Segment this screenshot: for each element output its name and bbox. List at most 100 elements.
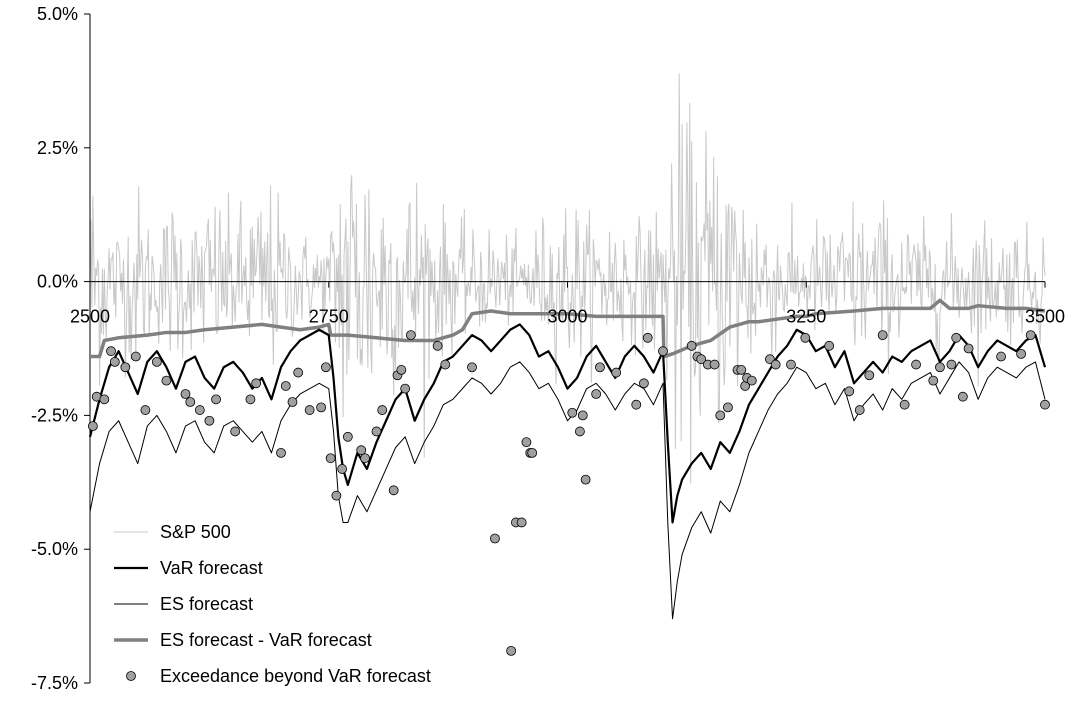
exceedance-point — [709, 359, 720, 370]
exceedance-point — [276, 447, 286, 458]
exceedance-point — [371, 426, 382, 437]
exceedance-point — [639, 378, 649, 389]
exceedance-point — [342, 431, 353, 442]
exceedance-point — [360, 453, 370, 464]
exceedance-point — [595, 362, 605, 373]
exceedance-point — [211, 394, 221, 405]
exceedance-point — [287, 397, 298, 407]
exceedance-point — [567, 407, 578, 418]
exceedance-point — [400, 383, 411, 394]
y-tick-label: 2.5% — [37, 138, 78, 158]
exceedance-point — [899, 399, 910, 410]
exceedance-point — [575, 426, 585, 437]
legend-label: ES forecast — [160, 594, 253, 614]
exceedance-point — [928, 375, 939, 386]
exceedance-point — [356, 445, 367, 456]
exceedance-point — [151, 356, 162, 367]
exceedance-point — [631, 399, 642, 410]
legend-swatch — [126, 671, 136, 681]
y-tick-label: 0.0% — [37, 272, 78, 292]
exceedance-point — [204, 415, 215, 426]
exceedance-point — [800, 332, 811, 343]
exceedance-point — [251, 378, 262, 389]
exceedance-point — [293, 367, 304, 378]
y-tick-label: -5.0% — [31, 539, 78, 559]
exceedance-point — [490, 533, 500, 544]
legend: S&P 500 VaR forecast ES forecast ES forecas… — [114, 522, 431, 686]
exceedance-point — [946, 359, 957, 370]
exceedance-point — [686, 340, 697, 351]
var-forecast-line — [88, 323, 1047, 524]
sp500-line — [89, 73, 1046, 484]
axes — [84, 13, 1046, 684]
exceedance-point — [405, 330, 416, 341]
exceedance-point — [854, 405, 865, 415]
exceedance-point — [1040, 399, 1050, 410]
exceedance-point — [130, 351, 141, 362]
es-var-spread-line — [90, 298, 1046, 359]
es-var-spread-series — [90, 298, 1046, 359]
legend-item: ES forecast — [114, 594, 253, 614]
exceedance-point — [467, 362, 477, 373]
y-tick-label: -2.5% — [31, 405, 78, 425]
legend-item: ES forecast - VaR forecast — [114, 630, 372, 650]
exceedance-point — [396, 365, 407, 375]
x-tick-label: 3500 — [1025, 307, 1065, 327]
exceedance-point — [320, 362, 331, 373]
exceedance-point — [957, 391, 968, 402]
exceedance-point — [611, 367, 622, 378]
exceedance-point — [280, 381, 291, 391]
exceedance-point — [440, 359, 451, 370]
exceedance-point — [864, 370, 875, 381]
exceedance-point — [696, 354, 707, 365]
exceedance-point — [591, 389, 602, 399]
exceedance-point — [996, 351, 1006, 362]
exceedance-point — [506, 645, 517, 656]
exceedance-point — [1025, 330, 1036, 341]
exceedance-point — [580, 474, 591, 485]
legend-label: S&P 500 — [160, 522, 231, 542]
exceedance-point — [723, 402, 733, 413]
y-tick-label: 5.0% — [37, 4, 78, 24]
exceedance-point — [185, 397, 196, 407]
exceedance-point — [658, 346, 668, 357]
exceedance-point — [527, 447, 538, 458]
exceedance-point — [161, 375, 172, 386]
exceedance-point — [120, 362, 131, 373]
exceedance-point — [935, 362, 945, 373]
exceedance-point — [337, 464, 348, 474]
legend-label: ES forecast - VaR forecast — [160, 630, 372, 650]
x-tick-label: 2750 — [309, 307, 349, 327]
legend-item: VaR forecast — [114, 558, 263, 578]
x-tick-label: 3250 — [786, 307, 826, 327]
legend-label: Exceedance beyond VaR forecast — [160, 666, 431, 686]
exceedance-point — [432, 340, 443, 351]
exceedance-point — [844, 386, 855, 397]
exceedance-point — [786, 359, 796, 370]
exceedance-point — [388, 485, 399, 496]
exceedance-point — [877, 330, 888, 341]
tick-labels: 5.0% 2.5% 0.0% -2.5% -5.0% -7.5% 2500 2750 3000 3… — [31, 4, 1065, 693]
exceedance-point — [304, 405, 315, 415]
legend-item: Exceedance beyond VaR forecast — [126, 666, 431, 686]
x-tick-label: 3000 — [547, 307, 587, 327]
exceedance-point — [516, 517, 527, 528]
exceedance-point — [87, 421, 98, 432]
exceedance-point — [746, 375, 757, 386]
sp500-series — [89, 73, 1046, 484]
exceedance-point — [951, 332, 962, 343]
exceedance-point — [140, 405, 151, 415]
exceedance-point — [911, 359, 921, 370]
exceedance-point — [715, 410, 726, 421]
exceedance-point — [577, 410, 588, 421]
exceedance-point — [642, 332, 653, 343]
exceedance-point — [824, 340, 835, 351]
exceedance-point — [316, 402, 327, 413]
exceedance-point — [331, 490, 342, 501]
exceedance-point — [736, 365, 747, 375]
exceedance-point — [325, 453, 336, 464]
exceedance-point — [1016, 348, 1027, 359]
exceedance-point — [180, 389, 191, 399]
